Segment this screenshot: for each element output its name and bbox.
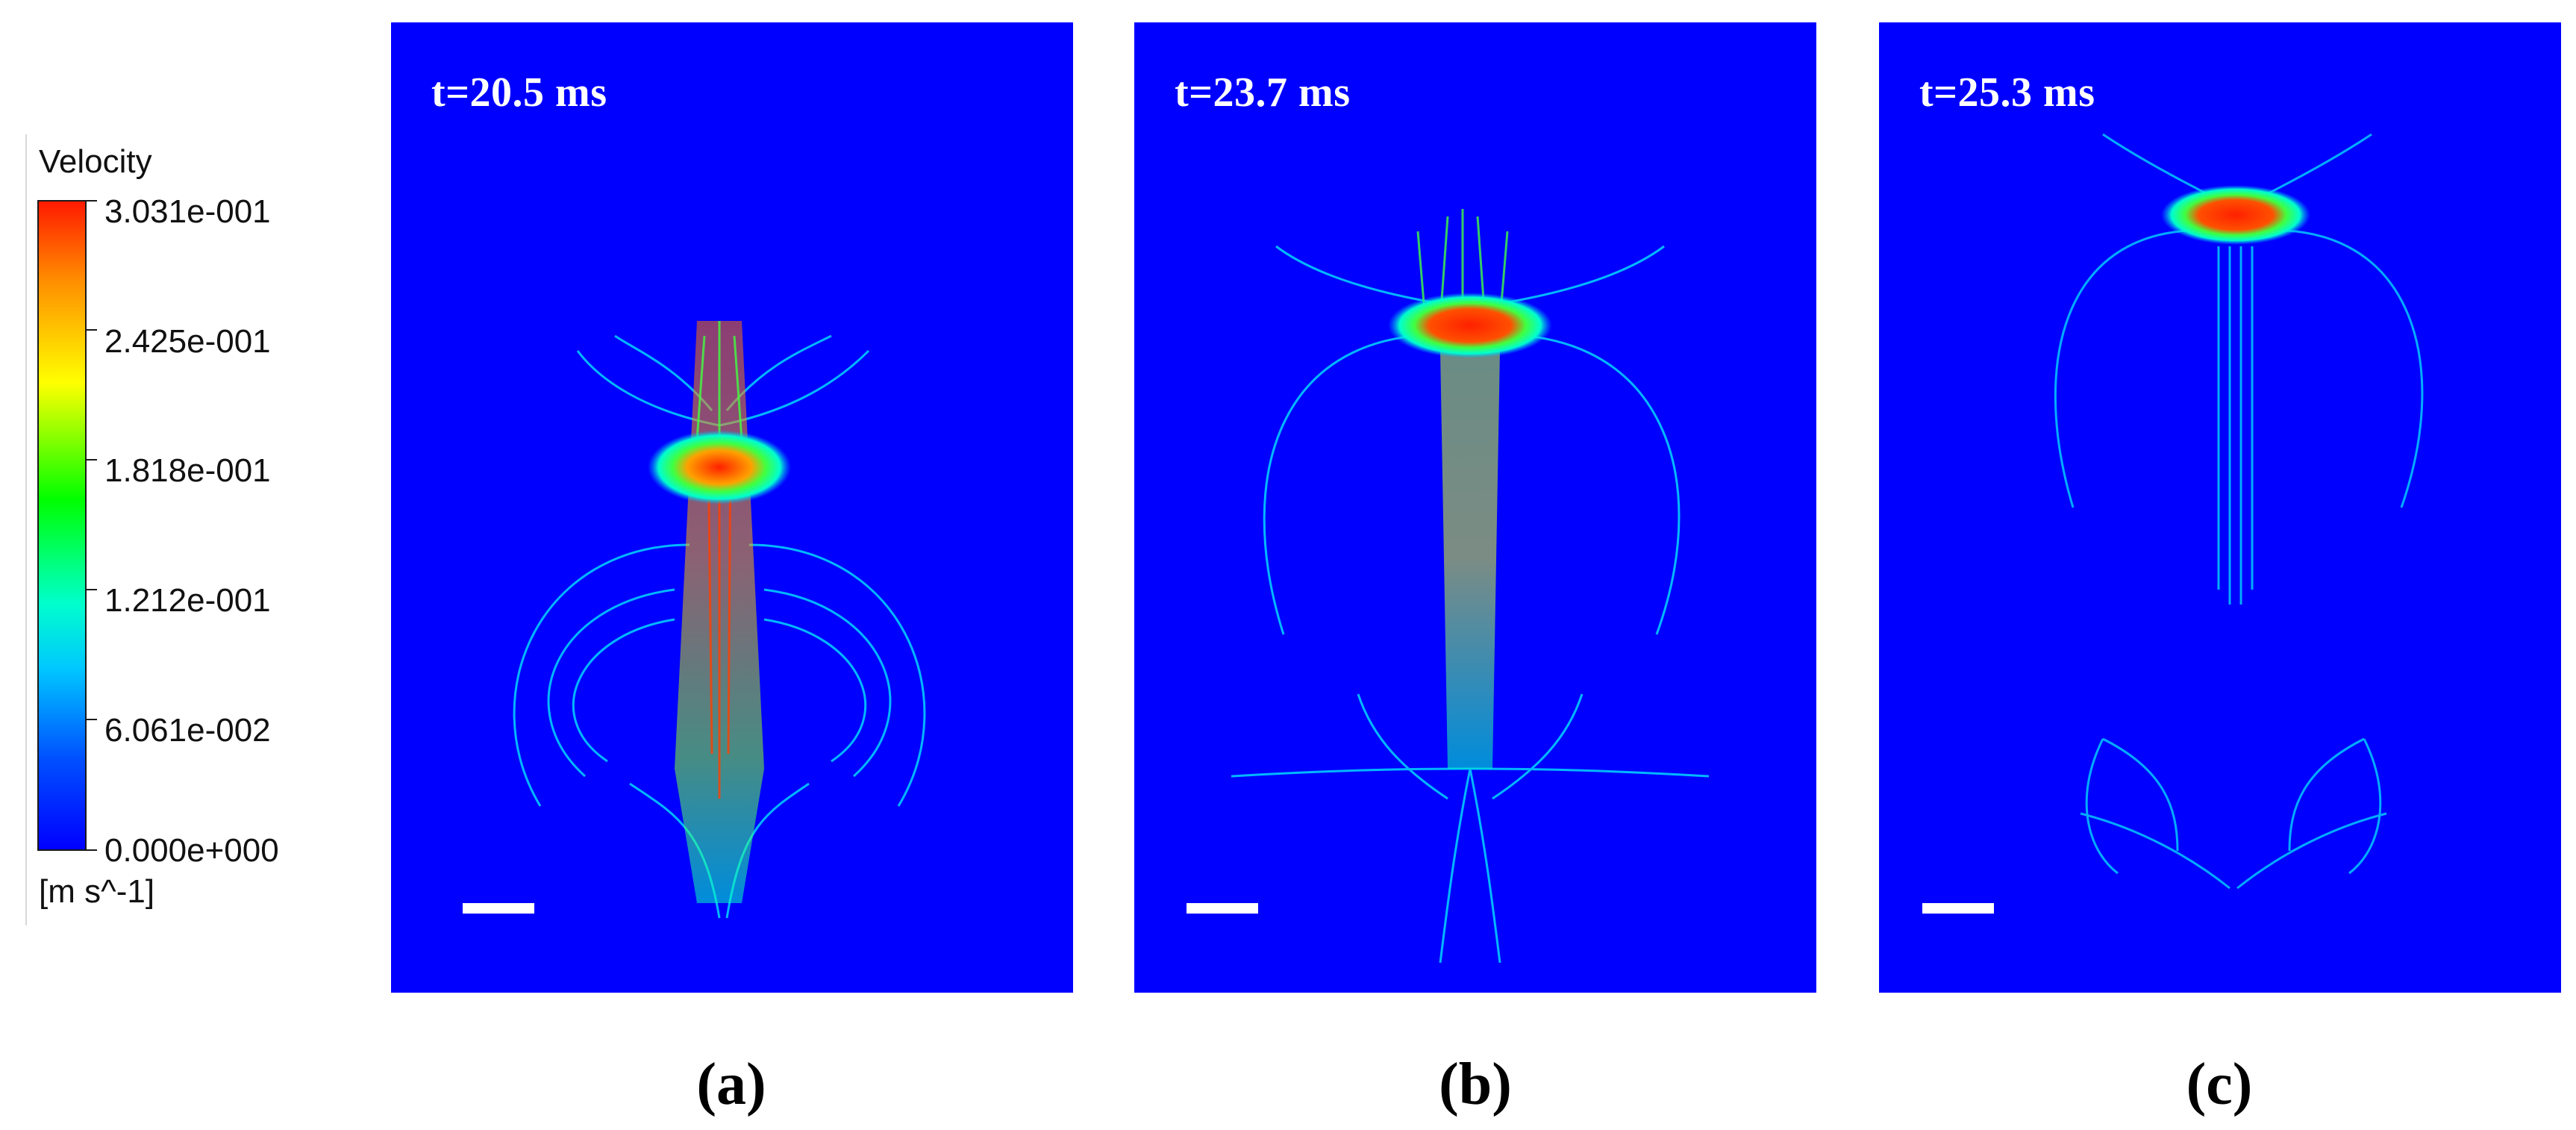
time-label: t=20.5 ms: [431, 69, 607, 116]
legend-tick: [87, 719, 97, 720]
colorbar: [37, 200, 87, 851]
velocity-panel-a: t=20.5 ms: [391, 22, 1073, 993]
legend-tick-label: 3.031e-001: [104, 193, 271, 230]
scale-bar: [1922, 903, 1994, 914]
caption-c: (c): [2186, 1052, 2253, 1117]
time-label: t=23.7 ms: [1175, 69, 1351, 116]
scale-bar: [1187, 903, 1258, 914]
legend-title: Velocity: [39, 143, 152, 180]
flow-field-b: [1231, 209, 1710, 964]
velocity-legend: Velocity 3.031e-001 2.425e-001 1.818e-00…: [25, 134, 325, 925]
vortex-streaks-c: [2054, 133, 2424, 890]
flow-field-c: [2054, 133, 2424, 890]
legend-tick: [87, 589, 97, 590]
velocity-panel-c: t=25.3 ms: [1879, 22, 2561, 993]
legend-tick-label: 2.425e-001: [104, 323, 271, 360]
legend-tick: [87, 849, 97, 851]
flow-field-a: [513, 321, 926, 919]
legend-tick-label: 1.818e-001: [104, 452, 271, 489]
legend-tick-label: 1.212e-001: [104, 582, 271, 619]
caption-b: (b): [1439, 1052, 1512, 1117]
legend-tick: [87, 459, 97, 461]
caption-a: (a): [696, 1052, 766, 1117]
legend-tick: [87, 200, 97, 202]
time-label: t=25.3 ms: [1919, 69, 2095, 116]
legend-unit: [m s^-1]: [39, 873, 155, 910]
legend-tick-label: 6.061e-002: [104, 712, 271, 749]
legend-tick-label: 0.000e+000: [104, 832, 279, 869]
legend-tick: [87, 329, 97, 331]
scale-bar: [463, 903, 534, 914]
velocity-panel-b: t=23.7 ms: [1134, 22, 1816, 993]
